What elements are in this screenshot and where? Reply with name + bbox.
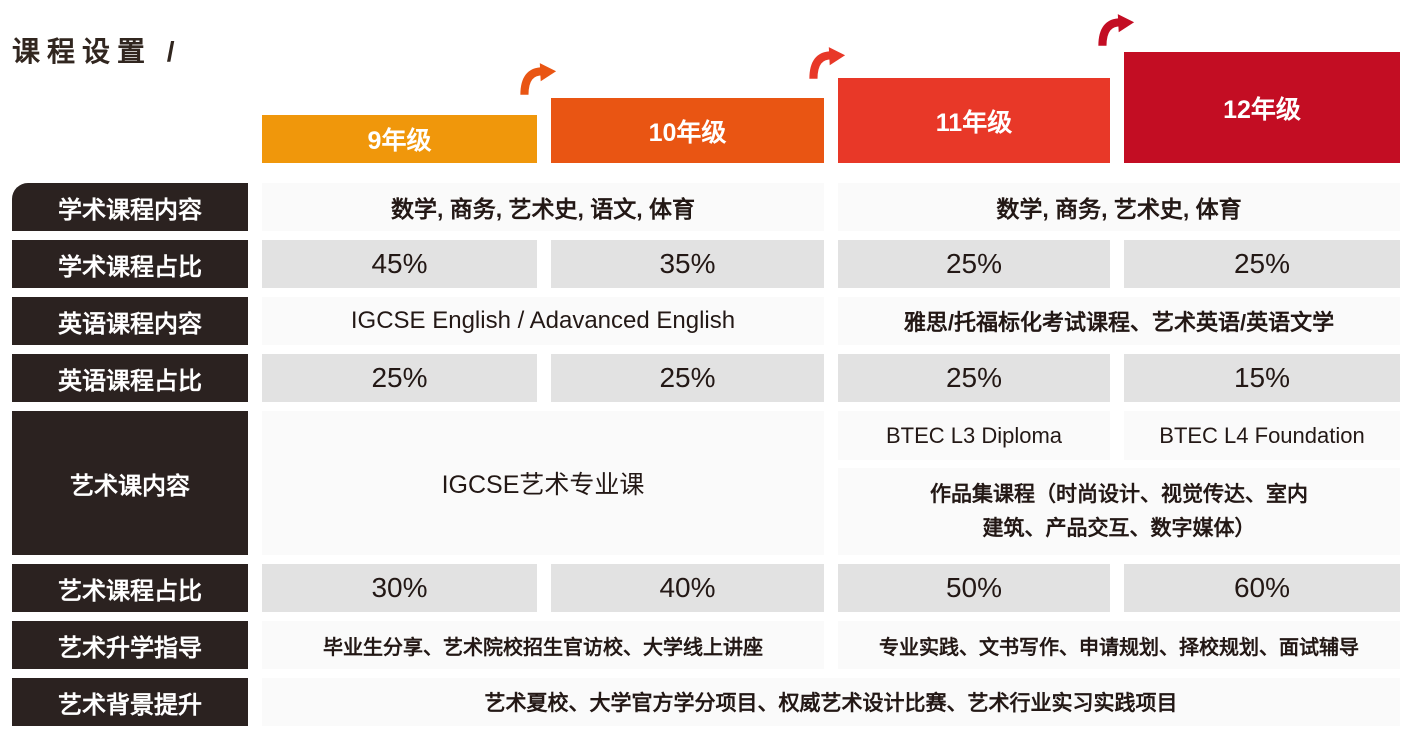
step-up-arrow-icon <box>520 63 557 95</box>
cell-academic-content-11-12: 数学, 商务, 艺术史, 体育 <box>838 183 1400 231</box>
step-up-arrow-icon <box>809 47 846 79</box>
cell-art-guidance-11-12: 专业实践、文书写作、申请规划、择校规划、面试辅导 <box>838 621 1400 669</box>
cell-art-btec-12: BTEC L4 Foundation <box>1124 411 1400 460</box>
cell-academic-ratio-12: 25% <box>1124 240 1400 288</box>
grade-header-9: 9年级 <box>262 115 537 163</box>
cell-academic-content-9-10: 数学, 商务, 艺术史, 语文, 体育 <box>262 183 824 231</box>
cell-art-background-all: 艺术夏校、大学官方学分项目、权威艺术设计比赛、艺术行业实习实践项目 <box>262 678 1400 726</box>
cell-art-content-9-10: IGCSE艺术专业课 <box>262 411 824 555</box>
grade-header-row: 9年级 10年级 11年级 12年级 <box>12 0 1400 163</box>
row-label-academic-content: 学术课程内容 <box>12 183 248 231</box>
cell-academic-ratio-10: 35% <box>551 240 824 288</box>
row-label-english-content: 英语课程内容 <box>12 297 248 345</box>
cell-english-content-9-10: IGCSE English / Adavanced English <box>262 297 824 345</box>
grade-header-12: 12年级 <box>1124 52 1400 163</box>
row-label-art-guidance: 艺术升学指导 <box>12 621 248 669</box>
portfolio-line-2: 建筑、产品交互、数字媒体） <box>982 516 1256 540</box>
cell-academic-ratio-11: 25% <box>838 240 1110 288</box>
cell-english-ratio-9: 25% <box>262 354 537 402</box>
cell-english-ratio-12: 15% <box>1124 354 1400 402</box>
cell-art-ratio-11: 50% <box>838 564 1110 612</box>
row-label-art-ratio: 艺术课程占比 <box>12 564 248 612</box>
cell-art-content-11-12-group: BTEC L3 Diploma BTEC L4 Foundation 作品集课程… <box>838 411 1400 555</box>
cell-art-portfolio-11-12: 作品集课程（时尚设计、视觉传达、室内 建筑、产品交互、数字媒体） <box>838 468 1400 555</box>
cell-art-ratio-10: 40% <box>551 564 824 612</box>
grade-header-10: 10年级 <box>551 98 824 163</box>
row-label-academic-ratio: 学术课程占比 <box>12 240 248 288</box>
cell-art-btec-11: BTEC L3 Diploma <box>838 411 1110 460</box>
row-label-art-background: 艺术背景提升 <box>12 678 248 726</box>
row-label-english-ratio: 英语课程占比 <box>12 354 248 402</box>
row-label-art-content: 艺术课内容 <box>12 411 248 555</box>
curriculum-table: 学术课程内容 数学, 商务, 艺术史, 语文, 体育 数学, 商务, 艺术史, … <box>12 183 1400 726</box>
cell-academic-ratio-9: 45% <box>262 240 537 288</box>
cell-art-ratio-9: 30% <box>262 564 537 612</box>
grade-header-11: 11年级 <box>838 78 1110 163</box>
cell-art-guidance-9-10: 毕业生分享、艺术院校招生官访校、大学线上讲座 <box>262 621 824 669</box>
cell-english-content-11-12: 雅思/托福标化考试课程、艺术英语/英语文学 <box>838 297 1400 345</box>
cell-english-ratio-10: 25% <box>551 354 824 402</box>
portfolio-line-1: 作品集课程（时尚设计、视觉传达、室内 <box>930 482 1308 506</box>
page-title: 课程设置 / <box>12 36 182 67</box>
step-up-arrow-icon <box>1098 14 1135 46</box>
cell-art-ratio-12: 60% <box>1124 564 1400 612</box>
cell-english-ratio-11: 25% <box>838 354 1110 402</box>
